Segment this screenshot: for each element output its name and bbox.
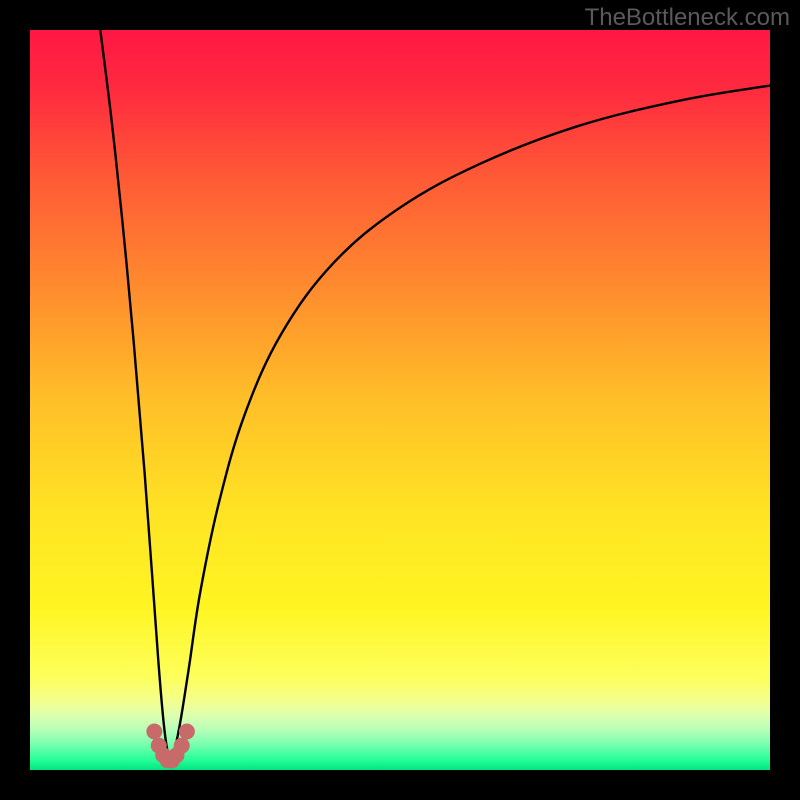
bottleneck-chart (30, 30, 770, 770)
notch-marker (147, 724, 162, 739)
notch-marker (179, 724, 194, 739)
notch-marker (174, 738, 189, 753)
chart-frame (30, 30, 770, 770)
gradient-background (30, 30, 770, 770)
watermark-text: TheBottleneck.com (585, 4, 790, 32)
